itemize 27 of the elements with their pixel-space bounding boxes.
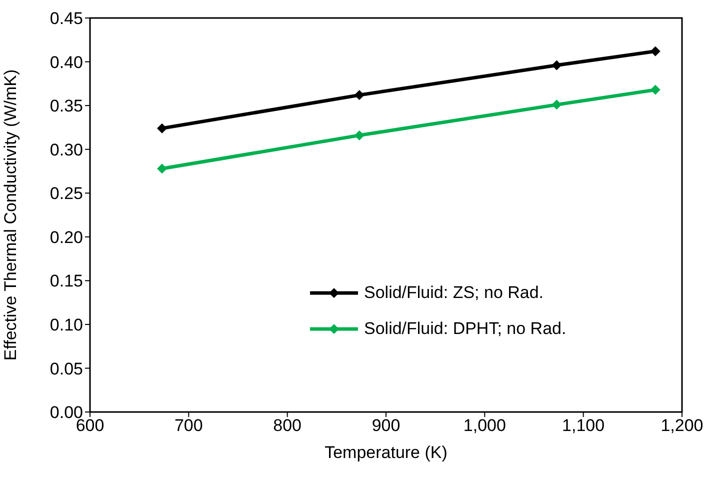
point bbox=[552, 100, 562, 110]
point bbox=[354, 130, 364, 140]
y-tick-label: 0.30 bbox=[50, 140, 83, 160]
y-tick-label: 0.10 bbox=[50, 315, 83, 334]
x-axis-title: Temperature (K) bbox=[324, 443, 448, 462]
y-tick-label: 0.45 bbox=[50, 9, 83, 28]
x-tick-label: 1,200 bbox=[660, 416, 704, 436]
y-tick-label: 0.25 bbox=[50, 184, 83, 204]
point bbox=[650, 84, 660, 95]
y-tick-label: 0.15 bbox=[50, 272, 83, 291]
point bbox=[157, 164, 168, 174]
x-tick-label: 1,100 bbox=[562, 416, 605, 436]
y-tick-label: 0.05 bbox=[50, 359, 83, 378]
point bbox=[354, 90, 364, 100]
point bbox=[552, 60, 562, 70]
point bbox=[650, 46, 660, 56]
x-tick-label: 900 bbox=[372, 416, 400, 436]
x-tick-label: 800 bbox=[273, 416, 302, 436]
y-tick-label: 0.40 bbox=[50, 52, 83, 72]
legend-label: Solid/Fluid: DPHT; no Rad. bbox=[364, 319, 566, 339]
x-tick-label: 700 bbox=[174, 416, 203, 436]
y-tick-label: 0.35 bbox=[50, 96, 83, 116]
x-tick-label: 1,000 bbox=[463, 416, 506, 436]
y-tick-label: 0.20 bbox=[50, 228, 83, 247]
point bbox=[157, 123, 168, 134]
legend-label: Solid/Fluid: ZS; no Rad. bbox=[364, 283, 544, 303]
y-axis-title: Effective Thermal Conductivity (W/mK) bbox=[1, 69, 20, 361]
